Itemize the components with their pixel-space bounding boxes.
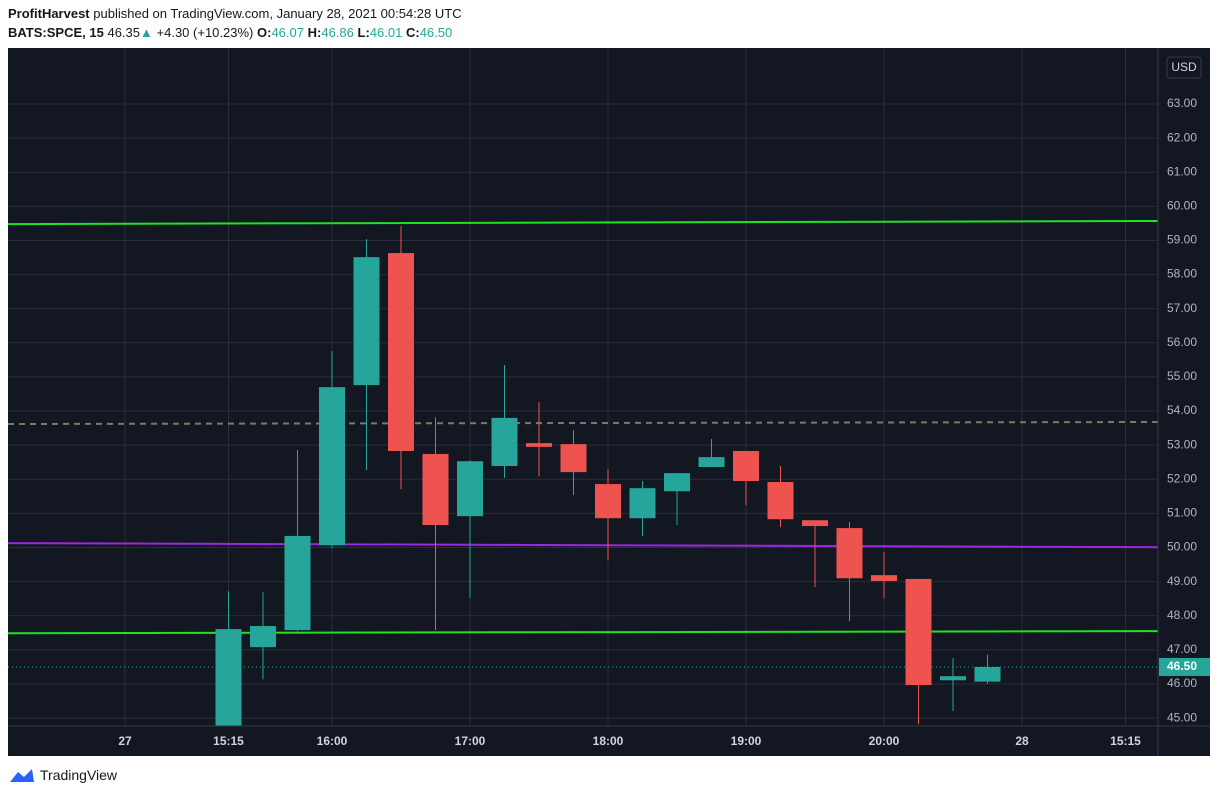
y-tick-label: 62.00 xyxy=(1167,130,1197,144)
candle-body xyxy=(491,417,518,466)
candle-body xyxy=(526,443,552,447)
footer: TradingView xyxy=(8,766,117,784)
x-tick-label: 27 xyxy=(118,734,132,748)
x-tick-label: 16:00 xyxy=(317,734,348,748)
header-line-1: ProfitHarvest published on TradingView.c… xyxy=(8,6,462,21)
y-tick-label: 63.00 xyxy=(1167,96,1197,110)
x-tick-label: 17:00 xyxy=(455,734,486,748)
price-label: 46.50 xyxy=(1167,659,1197,673)
plot xyxy=(8,48,1158,726)
candle-body xyxy=(698,457,725,468)
y-tick-label: 55.00 xyxy=(1167,369,1197,383)
y-tick-label: 48.00 xyxy=(1167,608,1197,622)
candle-body xyxy=(284,535,311,631)
candle-body xyxy=(457,461,483,517)
o-value: 46.07 xyxy=(271,25,304,40)
y-tick-label: 52.00 xyxy=(1167,471,1197,485)
trend-line xyxy=(8,420,1158,426)
candle-body xyxy=(319,387,345,546)
y-tick-label: 61.00 xyxy=(1167,164,1197,178)
trend-line xyxy=(8,219,1158,226)
published: published on TradingView.com, January 28… xyxy=(93,6,462,21)
candle-body xyxy=(215,629,242,726)
x-tick-label: 15:15 xyxy=(1110,734,1141,748)
h-value: 46.86 xyxy=(321,25,354,40)
y-tick-label: 56.00 xyxy=(1167,335,1197,349)
y-tick-label: 57.00 xyxy=(1167,301,1197,315)
author: ProfitHarvest xyxy=(8,6,90,21)
y-tick-label: 58.00 xyxy=(1167,267,1197,281)
trend-line xyxy=(8,542,1158,549)
candle-body xyxy=(664,473,690,492)
arrow: ▲ xyxy=(140,25,153,40)
y-tick-label: 60.00 xyxy=(1167,198,1197,212)
candle-body xyxy=(250,626,276,648)
price-label-box xyxy=(1159,657,1210,676)
x-tick-label: 19:00 xyxy=(731,734,762,748)
candle-body xyxy=(733,450,759,482)
candle-body xyxy=(802,520,828,527)
header-line-2: BATS:SPCE, 15 46.35▲ +4.30 (+10.23%) O:4… xyxy=(8,25,452,40)
symbol: BATS:SPCE, 15 xyxy=(8,25,104,40)
candle-body xyxy=(974,666,1001,682)
y-tick-label: 54.00 xyxy=(1167,403,1197,417)
candle-body xyxy=(836,528,863,579)
candle-body xyxy=(767,482,794,520)
y-tick-label: 59.00 xyxy=(1167,233,1197,247)
c-value: 46.50 xyxy=(419,25,453,40)
candle-body xyxy=(353,257,380,386)
l-label: L: xyxy=(357,25,370,40)
candle-body xyxy=(422,454,449,526)
candle-body xyxy=(629,488,656,519)
y-tick-label: 45.00 xyxy=(1167,710,1197,724)
logo xyxy=(10,769,34,782)
candle-body xyxy=(871,575,897,581)
x-tick-label: 15:15 xyxy=(213,734,244,748)
y-tick-label: 53.00 xyxy=(1167,437,1197,451)
currency-box[interactable] xyxy=(1166,56,1202,79)
price: 46.35 xyxy=(107,25,141,40)
trend-line xyxy=(8,630,1158,635)
h-label: H: xyxy=(307,25,322,40)
y-tick-label: 50.00 xyxy=(1167,540,1197,554)
brand: TradingView xyxy=(40,767,118,783)
candle-body xyxy=(905,578,932,686)
currency[interactable]: USD xyxy=(1171,60,1197,74)
x-tick-label: 18:00 xyxy=(593,734,624,748)
o-label: O: xyxy=(257,25,272,40)
change: +4.30 (+10.23%) xyxy=(156,25,254,40)
chart-background xyxy=(8,48,1210,756)
y-tick-label: 47.00 xyxy=(1167,642,1197,656)
l-value: 46.01 xyxy=(369,25,403,40)
y-tick-label: 49.00 xyxy=(1167,574,1197,588)
y-tick-label: 46.00 xyxy=(1167,676,1197,690)
c-label: C: xyxy=(405,25,420,40)
candle-body xyxy=(595,484,621,519)
candle-body xyxy=(940,676,966,681)
x-tick-label: 28 xyxy=(1015,734,1029,748)
candle-body xyxy=(560,444,587,473)
candle-body xyxy=(388,253,414,451)
y-tick-label: 51.00 xyxy=(1167,506,1197,520)
x-tick-label: 20:00 xyxy=(869,734,900,748)
